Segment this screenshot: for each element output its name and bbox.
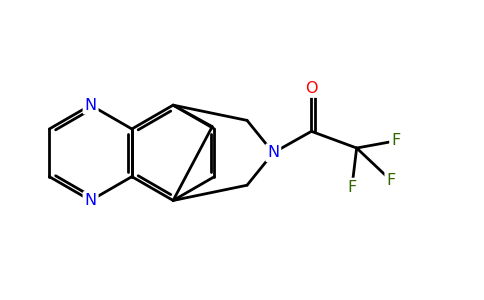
Text: N: N xyxy=(85,193,97,208)
Text: O: O xyxy=(305,81,318,96)
Text: F: F xyxy=(386,173,395,188)
Text: N: N xyxy=(267,145,279,160)
Text: F: F xyxy=(391,134,400,148)
Text: N: N xyxy=(85,98,97,112)
Text: F: F xyxy=(348,180,357,195)
